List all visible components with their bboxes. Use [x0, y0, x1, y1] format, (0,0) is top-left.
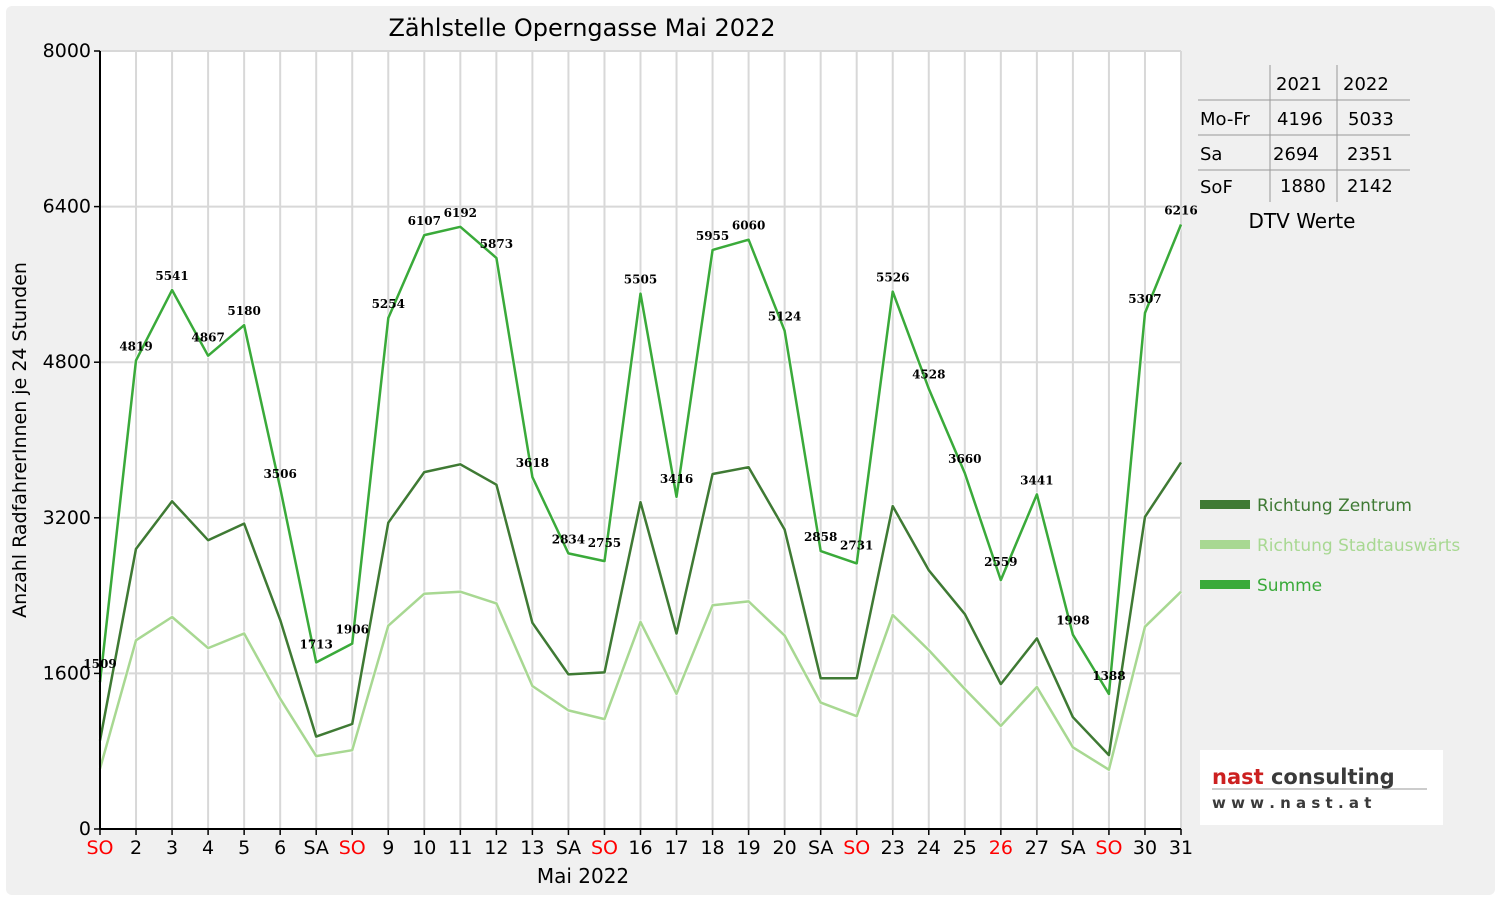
chart-title: Zählstelle Operngasse Mai 2022	[388, 14, 775, 42]
y-tick-label: 3200	[43, 507, 91, 529]
data-label: 2858	[804, 530, 837, 544]
dtv-row-label: Sa	[1200, 144, 1222, 165]
x-tick-label: 25	[953, 837, 977, 859]
dtv-header-2021: 2021	[1276, 74, 1322, 95]
data-label: 5541	[155, 269, 188, 283]
y-tick-label: 1600	[43, 662, 91, 684]
data-label: 5505	[624, 273, 657, 287]
dtv-cell-2022: 2142	[1347, 176, 1393, 197]
x-tick-label: 30	[1133, 837, 1157, 859]
x-tick-label: 12	[484, 837, 508, 859]
data-label: 1388	[1092, 669, 1125, 683]
x-tick-label: 6	[274, 837, 286, 859]
y-tick-label: 8000	[43, 40, 91, 62]
dtv-row-label: SoF	[1200, 177, 1233, 198]
series-line-richtung-zentrum	[98, 461, 1183, 757]
dtv-caption: DTV Werte	[1249, 209, 1356, 233]
x-tick-label: 20	[773, 837, 797, 859]
x-axis-label: Mai 2022	[537, 864, 629, 888]
x-tick-label: 9	[382, 837, 394, 859]
y-axis-label: Anzahl RadfahrerInnen je 24 Stunden	[9, 262, 31, 618]
dtv-cell-2021: 2694	[1273, 144, 1319, 165]
data-label: 3660	[948, 452, 981, 466]
series-line-summe	[98, 224, 1183, 696]
data-label: 5180	[227, 304, 260, 318]
svg-text:nast consulting: nast consulting	[1212, 765, 1395, 789]
dtv-row-label: Mo-Fr	[1200, 109, 1250, 130]
x-tick-label: 10	[412, 837, 436, 859]
data-label: 6216	[1164, 203, 1197, 217]
logo-url: w w w . n a s t . a t	[1212, 794, 1371, 812]
x-tick-label: 26	[989, 837, 1013, 859]
data-label: 3618	[516, 456, 549, 470]
data-label: 1713	[299, 637, 332, 651]
legend: Richtung Zentrum Richtung Stadtauswärts …	[1200, 496, 1460, 596]
y-tick-label: 0	[79, 818, 91, 840]
x-tick-label: SO	[591, 837, 618, 859]
x-tick-label: SA	[556, 837, 581, 859]
data-label: 2731	[840, 538, 873, 552]
data-label: 4819	[119, 339, 152, 353]
data-label: 3441	[1020, 473, 1053, 487]
x-tick-label: 17	[664, 837, 688, 859]
x-tick-label: SO	[339, 837, 366, 859]
x-tick-label: SA	[808, 837, 833, 859]
dtv-cell-2021: 1880	[1280, 176, 1326, 197]
series-line-richtung-stadtausw-rts	[98, 590, 1182, 771]
data-label: 4528	[912, 368, 945, 382]
x-tick-label: SO	[86, 837, 113, 859]
x-tick-label: 24	[917, 837, 941, 859]
x-tick-label: 23	[881, 837, 905, 859]
data-label: 6192	[444, 206, 477, 220]
data-label: 1509	[83, 657, 116, 671]
data-label: 3416	[660, 472, 693, 486]
data-label: 6107	[408, 214, 441, 228]
data-label: 5526	[876, 271, 909, 285]
x-tick-label: 11	[448, 837, 472, 859]
dtv-cell-2021: 4196	[1277, 109, 1323, 130]
x-tick-label: 27	[1025, 837, 1049, 859]
x-tick-label: 5	[238, 837, 250, 859]
legend-label-summe: Summe	[1257, 576, 1322, 596]
x-tick-label: SA	[1060, 837, 1085, 859]
data-label: 1998	[1056, 614, 1089, 628]
data-label: 1906	[336, 623, 369, 637]
nast-consulting-logo: #cc2020 nast consulting w w w . n a s t …	[1200, 750, 1443, 825]
x-tick-label: 19	[737, 837, 761, 859]
legend-swatch-stadtauswaerts	[1200, 540, 1250, 549]
x-tick-label: 16	[628, 837, 652, 859]
x-tick-label: 2	[130, 837, 142, 859]
legend-label-stadtauswaerts: Richtung Stadtauswärts	[1257, 536, 1460, 556]
data-label: 6060	[732, 219, 765, 233]
x-tick-label: SO	[843, 837, 870, 859]
dtv-cell-2022: 2351	[1347, 144, 1393, 165]
y-tick-label: 6400	[43, 196, 91, 218]
dtv-header-2022: 2022	[1343, 74, 1389, 95]
legend-label-zentrum: Richtung Zentrum	[1257, 496, 1412, 516]
x-tick-label: 3	[166, 837, 178, 859]
x-tick-label: 13	[520, 837, 544, 859]
x-tick-label: 18	[700, 837, 724, 859]
x-tick-label: SO	[1095, 837, 1122, 859]
data-label: 2559	[984, 555, 1017, 569]
data-label: 2755	[588, 536, 621, 550]
data-label: 3506	[263, 467, 296, 481]
data-label: 4867	[191, 331, 224, 345]
data-label: 5955	[696, 229, 729, 243]
x-tick-label: 4	[202, 837, 214, 859]
x-tick-label: SA	[303, 837, 328, 859]
dtv-table: 2021 2022 Mo-Fr 4196 5033 Sa 2694 2351 S…	[1198, 65, 1410, 233]
data-label: 5307	[1128, 292, 1161, 306]
data-label: 5873	[480, 237, 513, 251]
y-tick-label: 4800	[43, 351, 91, 373]
legend-swatch-summe	[1200, 580, 1250, 589]
dtv-cell-2022: 5033	[1348, 109, 1394, 130]
data-label: 5124	[768, 310, 801, 324]
data-label: 2834	[552, 532, 585, 546]
x-tick-label: 31	[1169, 837, 1193, 859]
data-label: 5254	[372, 297, 405, 311]
legend-swatch-zentrum	[1200, 500, 1250, 509]
